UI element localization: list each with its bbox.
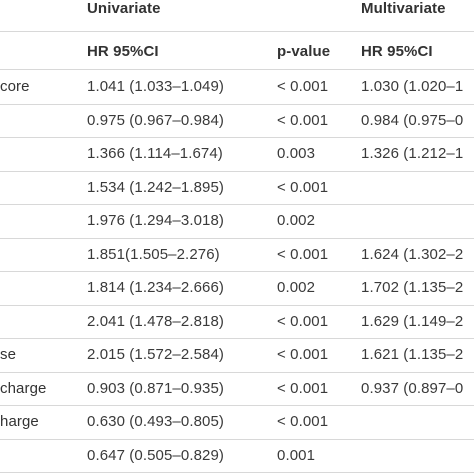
header-divider (0, 31, 474, 32)
hr-multivariate-header: HR 95%CI (361, 43, 433, 60)
hr-univariate-cell: 1.976 (1.294–3.018) (87, 212, 225, 229)
row-divider (0, 439, 474, 440)
p-value-cell: < 0.001 (277, 346, 329, 363)
p-value-cell: 0.002 (277, 212, 316, 229)
hr-univariate-cell: 2.041 (1.478–2.818) (87, 313, 225, 330)
hr-multivariate-cell: 1.030 (1.020–1 (361, 78, 464, 95)
multivariate-header: Multivariate (361, 0, 446, 17)
hr-multivariate-cell: 1.621 (1.135–2 (361, 346, 464, 363)
row-divider (0, 238, 474, 239)
p-value-cell: < 0.001 (277, 112, 329, 129)
p-value-cell: < 0.001 (277, 380, 329, 397)
hr-multivariate-cell: 0.984 (0.975–0 (361, 112, 464, 129)
row-divider (0, 305, 474, 306)
row-label: harge (0, 413, 39, 430)
hr-univariate-cell: 1.851(1.505–2.276) (87, 246, 220, 263)
hr-univariate-cell: 0.630 (0.493–0.805) (87, 413, 225, 430)
p-value-univariate-header: p-value (277, 43, 331, 60)
row-divider (0, 405, 474, 406)
p-value-cell: < 0.001 (277, 246, 329, 263)
p-value-cell: < 0.001 (277, 78, 329, 95)
p-value-cell: 0.003 (277, 145, 316, 162)
hr-multivariate-cell: 0.937 (0.897–0 (361, 380, 464, 397)
row-divider (0, 472, 474, 473)
row-label: se (0, 346, 17, 363)
row-divider (0, 137, 474, 138)
hr-univariate-cell: 1.041 (1.033–1.049) (87, 78, 225, 95)
hr-univariate-cell: 1.814 (1.234–2.666) (87, 279, 225, 296)
hr-univariate-cell: 0.975 (0.967–0.984) (87, 112, 225, 129)
hr-multivariate-cell: 1.629 (1.149–2 (361, 313, 464, 330)
row-label: charge (0, 380, 47, 397)
row-label: core (0, 78, 30, 95)
univariate-header: Univariate (87, 0, 161, 17)
hr-univariate-cell: 1.366 (1.114–1.674) (87, 145, 223, 162)
hr-multivariate-cell: 1.326 (1.212–1 (361, 145, 464, 162)
hr-univariate-cell: 0.647 (0.505–0.829) (87, 447, 225, 464)
row-divider (0, 204, 474, 205)
hr-multivariate-cell: 1.624 (1.302–2 (361, 246, 464, 263)
hr-univariate-cell: 1.534 (1.242–1.895) (87, 179, 225, 196)
row-divider (0, 338, 474, 339)
row-divider (0, 171, 474, 172)
header-divider-2 (0, 69, 474, 70)
hr-univariate-cell: 2.015 (1.572–2.584) (87, 346, 225, 363)
p-value-cell: 0.001 (277, 447, 316, 464)
hr-multivariate-cell: 1.702 (1.135–2 (361, 279, 464, 296)
hr-univariate-cell: 0.903 (0.871–0.935) (87, 380, 225, 397)
p-value-cell: < 0.001 (277, 413, 329, 430)
row-divider (0, 271, 474, 272)
p-value-cell: < 0.001 (277, 179, 329, 196)
p-value-cell: 0.002 (277, 279, 316, 296)
row-divider (0, 372, 474, 373)
row-divider (0, 104, 474, 105)
hr-univariate-header: HR 95%CI (87, 43, 159, 60)
p-value-cell: < 0.001 (277, 313, 329, 330)
